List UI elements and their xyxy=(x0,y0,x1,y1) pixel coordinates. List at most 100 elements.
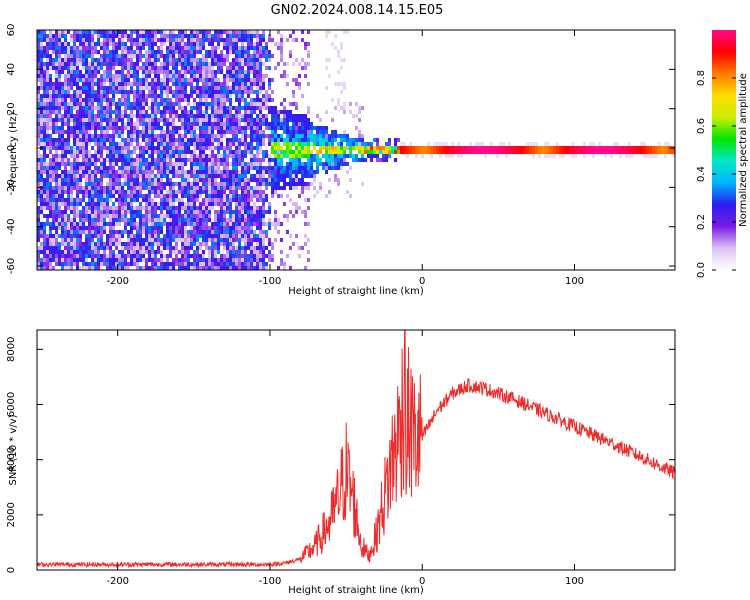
heatmap-cell xyxy=(154,222,157,226)
heatmap-cell xyxy=(127,98,130,102)
heatmap-cell xyxy=(211,202,214,206)
heatmap-cell xyxy=(142,154,145,158)
heatmap-cell xyxy=(91,222,94,226)
heatmap-cell xyxy=(289,146,292,150)
heatmap-cell xyxy=(238,198,241,202)
heatmap-cell xyxy=(106,74,109,78)
heatmap-cell xyxy=(208,74,211,78)
heatmap-cell xyxy=(292,166,295,170)
heatmap-cell xyxy=(451,150,454,154)
heatmap-cell xyxy=(277,126,280,130)
heatmap-cell xyxy=(160,230,163,234)
heatmap-cell xyxy=(184,98,187,102)
heatmap-cell xyxy=(190,134,193,138)
heatmap-cell xyxy=(157,66,160,70)
heatmap-cell xyxy=(214,190,217,194)
heatmap-cell xyxy=(139,254,142,258)
heatmap-cell xyxy=(157,50,160,54)
heatmap-cell xyxy=(475,142,478,146)
heatmap-cell xyxy=(121,170,124,174)
heatmap-cell xyxy=(289,130,292,134)
heatmap-cell xyxy=(256,126,259,130)
heatmap-cell xyxy=(283,106,286,110)
heatmap-cell xyxy=(184,42,187,46)
heatmap-cell xyxy=(262,206,265,210)
heatmap-cell xyxy=(241,218,244,222)
heatmap-cell xyxy=(409,150,412,154)
heatmap-cell xyxy=(145,222,148,226)
heatmap-cell xyxy=(361,138,364,142)
heatmap-cell xyxy=(97,58,100,62)
heatmap-cell xyxy=(139,206,142,210)
heatmap-cell xyxy=(70,254,73,258)
heatmap-cell xyxy=(142,238,145,242)
heatmap-cell xyxy=(124,190,127,194)
heatmap-cell xyxy=(205,66,208,70)
heatmap-cell xyxy=(73,154,76,158)
heatmap-cell xyxy=(85,122,88,126)
heatmap-cell xyxy=(148,70,151,74)
heatmap-cell xyxy=(97,82,100,86)
heatmap-cell xyxy=(271,118,274,122)
heatmap-cell xyxy=(64,86,67,90)
heatmap-cell xyxy=(250,230,253,234)
heatmap-cell xyxy=(256,62,259,66)
heatmap-cell xyxy=(343,150,346,154)
heatmap-cell xyxy=(145,230,148,234)
heatmap-cell xyxy=(55,214,58,218)
heatmap-cell xyxy=(202,190,205,194)
heatmap-cell xyxy=(193,242,196,246)
heatmap-cell xyxy=(217,146,220,150)
heatmap-cell xyxy=(190,238,193,242)
heatmap-cell xyxy=(88,118,91,122)
heatmap-cell xyxy=(151,42,154,46)
heatmap-cell xyxy=(496,154,499,158)
heatmap-cell xyxy=(244,138,247,142)
heatmap-cell xyxy=(340,166,343,170)
heatmap-cell xyxy=(193,90,196,94)
heatmap-cell xyxy=(286,38,289,42)
heatmap-cell xyxy=(91,62,94,66)
heatmap-cell xyxy=(139,166,142,170)
heatmap-cell xyxy=(85,194,88,198)
heatmap-cell xyxy=(307,130,310,134)
heatmap-cell xyxy=(73,38,76,42)
heatmap-cell xyxy=(232,150,235,154)
heatmap-cell xyxy=(52,178,55,182)
heatmap-cell xyxy=(253,158,256,162)
heatmap-cell xyxy=(358,106,361,110)
heatmap-cell xyxy=(244,70,247,74)
heatmap-cell xyxy=(205,118,208,122)
heatmap-cell xyxy=(202,90,205,94)
heatmap-cell xyxy=(130,170,133,174)
heatmap-cell xyxy=(307,250,310,254)
heatmap-cell xyxy=(250,130,253,134)
heatmap-cell xyxy=(262,106,265,110)
heatmap-cell xyxy=(295,106,298,110)
heatmap-cell xyxy=(157,230,160,234)
heatmap-cell xyxy=(529,150,532,154)
heatmap-cell xyxy=(70,58,73,62)
heatmap-cell xyxy=(220,226,223,230)
heatmap-cell xyxy=(238,142,241,146)
heatmap-cell xyxy=(262,114,265,118)
heatmap-cell xyxy=(124,106,127,110)
heatmap-cell xyxy=(199,50,202,54)
heatmap-cell xyxy=(217,110,220,114)
heatmap-cell xyxy=(148,54,151,58)
heatmap-cell xyxy=(136,258,139,262)
heatmap-cell xyxy=(40,34,43,38)
heatmap-cell xyxy=(136,190,139,194)
heatmap-cell xyxy=(283,138,286,142)
heatmap-cell xyxy=(154,254,157,258)
heatmap-cell xyxy=(262,54,265,58)
heatmap-cell xyxy=(130,262,133,266)
heatmap-cell xyxy=(157,118,160,122)
heatmap-cell xyxy=(238,206,241,210)
heatmap-cell xyxy=(226,114,229,118)
heatmap-cell xyxy=(247,190,250,194)
heatmap-cell xyxy=(73,166,76,170)
heatmap-cell xyxy=(76,34,79,38)
heatmap-cell xyxy=(100,166,103,170)
heatmap-cell xyxy=(187,150,190,154)
